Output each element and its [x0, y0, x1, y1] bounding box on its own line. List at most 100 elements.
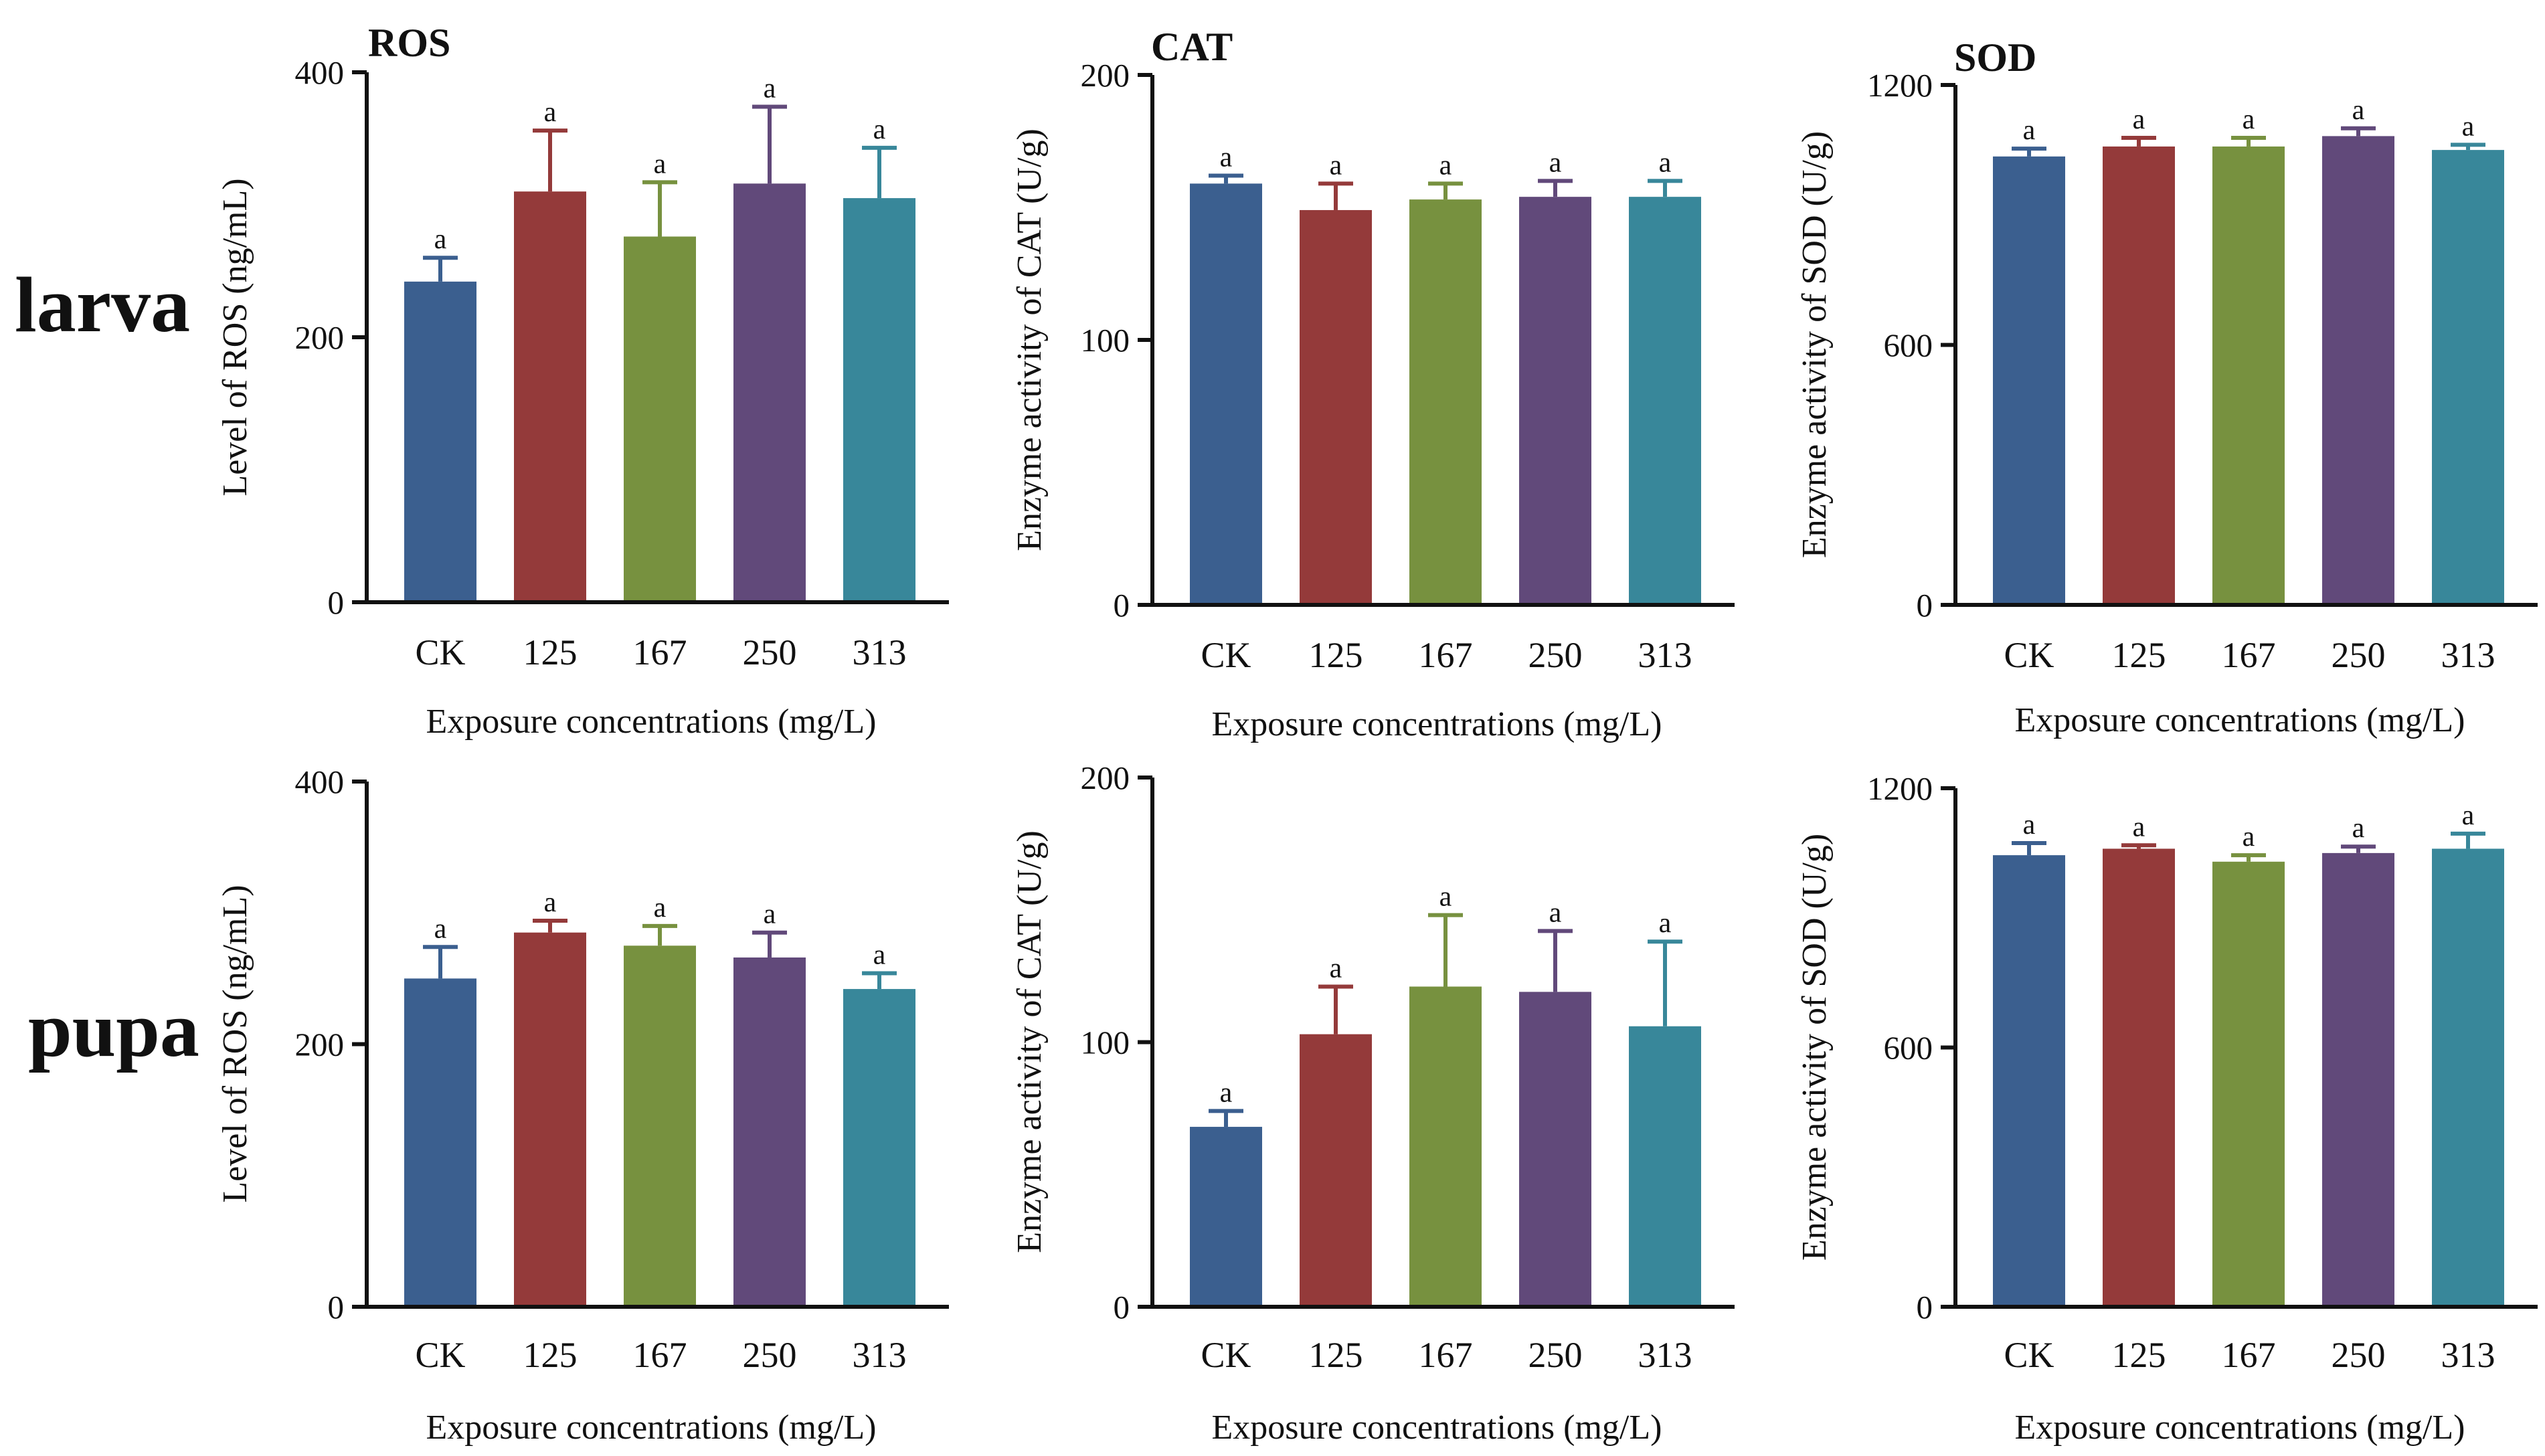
bar-250 [1519, 197, 1591, 605]
x-tick-label: 313 [853, 632, 907, 672]
significance-label: a [2462, 111, 2475, 142]
significance-label: a [654, 149, 667, 179]
significance-label: a [1439, 882, 1452, 913]
x-tick-label: 250 [1528, 635, 1583, 675]
bar-125 [514, 932, 586, 1307]
x-axis-title: Exposure concentrations (mg/L) [2015, 1408, 2465, 1447]
significance-label: a [1330, 953, 1342, 984]
y-tick-label: 0 [1917, 1289, 1933, 1326]
bar-CK [1993, 156, 2065, 605]
y-axis-title: Enzyme activity of SOD (U/g) [1795, 131, 1834, 558]
significance-label: a [654, 893, 667, 923]
significance-label: a [1659, 147, 1672, 178]
y-axis-title: Enzyme activity of CAT (U/g) [1011, 830, 1049, 1253]
significance-label: a [544, 887, 557, 918]
y-tick-label: 1200 [1867, 770, 1933, 807]
y-tick-label: 200 [1081, 759, 1130, 796]
significance-label: a [873, 940, 886, 971]
bar-313 [1629, 197, 1701, 605]
x-axis-title: Exposure concentrations (mg/L) [426, 703, 877, 741]
significance-label: a [1220, 142, 1233, 173]
y-axis-title: Level of ROS (ng/mL) [216, 885, 254, 1202]
x-tick-label: 250 [743, 1335, 797, 1375]
y-tick-label: 0 [328, 584, 345, 621]
y-tick-label: 1200 [1867, 67, 1933, 104]
significance-label: a [1549, 897, 1562, 928]
x-tick-label: 167 [1419, 1335, 1473, 1375]
bar-125 [2103, 146, 2175, 605]
chart-panel-6: a CK a 125 a 167 a 250 a 313 0 600 1200 Exposure conc… [1795, 770, 2538, 1447]
significance-label: a [2133, 812, 2145, 842]
bar-CK [404, 978, 476, 1307]
bar-125 [1300, 1034, 1372, 1307]
x-axis-title: Exposure concentrations (mg/L) [1212, 705, 1662, 743]
y-tick-label: 200 [295, 1026, 345, 1063]
significance-label: a [434, 913, 447, 944]
significance-label: a [1220, 1077, 1233, 1108]
y-tick-label: 100 [1081, 322, 1130, 359]
chart-panel-1: ROS a CK a 125 a 167 a 250 a 313 0 200 400 Exposure co… [216, 21, 949, 741]
chart-panel-3: SOD a CK a 125 a 167 a 250 a 313 0 600 1200 Exposure c… [1795, 35, 2538, 739]
bar-250 [733, 957, 806, 1307]
significance-label: a [1439, 150, 1452, 181]
chart-panel-4: a CK a 125 a 167 a 250 a 313 0 200 400 Exposure conce… [216, 763, 949, 1447]
y-tick-label: 600 [1884, 327, 1933, 364]
x-tick-label: 125 [1309, 1335, 1363, 1375]
bar-250 [1519, 992, 1591, 1307]
x-tick-label: CK [2004, 635, 2054, 675]
x-axis-title: Exposure concentrations (mg/L) [2015, 701, 2465, 739]
bar-313 [2432, 848, 2504, 1307]
significance-label: a [1549, 147, 1562, 178]
x-tick-label: 313 [2441, 1335, 2495, 1375]
x-axis-title: Exposure concentrations (mg/L) [1212, 1408, 1662, 1447]
x-tick-label: 313 [853, 1335, 907, 1375]
y-tick-label: 0 [1114, 587, 1130, 624]
panel-title: ROS [368, 21, 450, 65]
x-tick-label: 167 [2222, 1335, 2276, 1375]
x-tick-label: 125 [2112, 635, 2166, 675]
bar-313 [2432, 150, 2504, 605]
x-tick-label: 313 [1638, 635, 1692, 675]
significance-label: a [2243, 104, 2255, 135]
bar-250 [733, 183, 806, 602]
bar-167 [624, 236, 696, 602]
x-tick-label: CK [415, 632, 465, 672]
bar-167 [2212, 861, 2285, 1307]
chart-panels: ROS a CK a 125 a 167 a 250 a 313 0 200 400 Exposure co… [216, 21, 2538, 1447]
significance-label: a [544, 97, 557, 128]
significance-label: a [873, 114, 886, 145]
y-tick-label: 400 [295, 54, 345, 91]
x-tick-label: 250 [1528, 1335, 1583, 1375]
x-tick-label: 167 [633, 632, 687, 672]
y-tick-label: 0 [328, 1289, 345, 1326]
y-tick-label: 400 [295, 763, 345, 800]
significance-label: a [2352, 813, 2365, 844]
significance-label: a [1330, 150, 1342, 181]
significance-label: a [2023, 810, 2036, 840]
x-tick-label: 167 [633, 1335, 687, 1375]
chart-panel-5: a CK a 125 a 167 a 250 a 313 0 100 200 Exposure conce… [1011, 759, 1735, 1447]
bar-CK [1190, 1127, 1262, 1307]
y-tick-label: 200 [1081, 57, 1130, 94]
y-axis-title: Level of ROS (ng/mL) [216, 178, 254, 496]
bar-167 [1409, 986, 1482, 1307]
x-tick-label: 125 [523, 632, 578, 672]
bar-125 [2103, 848, 2175, 1307]
chart-panel-2: CAT a CK a 125 a 167 a 250 a 313 0 100 200 Exposure co… [1011, 25, 1735, 743]
x-tick-label: CK [2004, 1335, 2054, 1375]
bar-313 [843, 198, 915, 603]
significance-label: a [434, 224, 447, 255]
significance-label: a [2352, 95, 2365, 126]
x-tick-label: 167 [2222, 635, 2276, 675]
y-axis-title: Enzyme activity of SOD (U/g) [1795, 834, 1834, 1261]
bar-CK [1190, 183, 1262, 605]
significance-label: a [764, 73, 776, 104]
bar-167 [624, 945, 696, 1307]
significance-label: a [2462, 800, 2475, 831]
panel-title: CAT [1151, 25, 1233, 69]
bar-125 [514, 191, 586, 602]
bar-250 [2322, 136, 2394, 605]
significance-label: a [1659, 908, 1672, 939]
bar-167 [2212, 146, 2285, 605]
